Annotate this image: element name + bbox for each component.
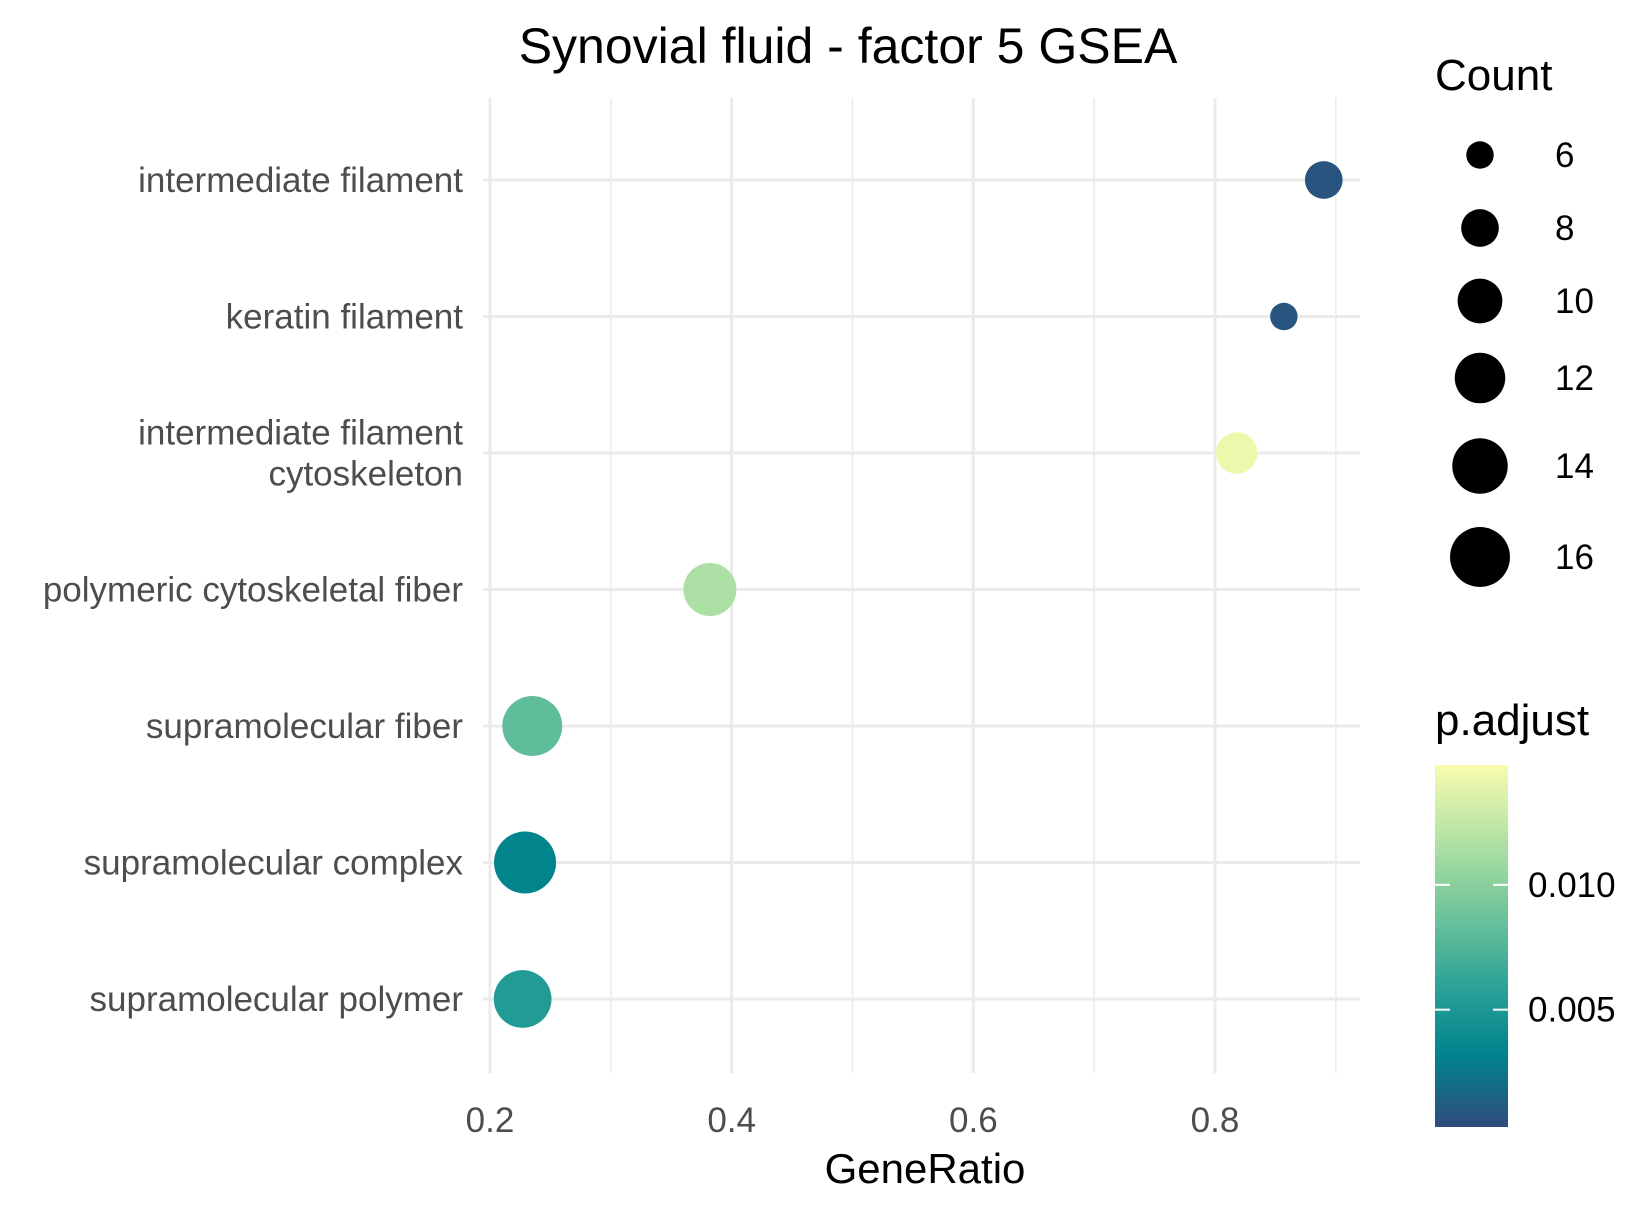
x-axis-tick-labels: 0.2 0.4 0.6 0.8 [466, 1101, 1240, 1140]
y-tick-label: polymeric cytoskeletal fiber [43, 571, 463, 610]
count-legend-label: 8 [1555, 209, 1574, 248]
count-legend-key [1461, 209, 1499, 247]
chart-title: Synovial fluid - factor 5 GSEA [519, 18, 1178, 74]
count-legend-key [1454, 352, 1506, 404]
padj-legend: p.adjust 0.005 0.010 [1435, 696, 1616, 1127]
count-legend-key [1450, 527, 1510, 587]
y-tick-label: keratin filament [226, 298, 464, 337]
minor-gridlines [610, 98, 1337, 1073]
major-gridlines [483, 98, 1360, 1073]
count-legend-label: 10 [1555, 282, 1594, 321]
y-tick-label: supramolecular complex [84, 844, 464, 883]
count-legend-label: 14 [1555, 447, 1594, 486]
y-tick-label: intermediate filament [138, 161, 463, 200]
y-tick-label: cytoskeleton [268, 455, 463, 494]
count-legend-key [1466, 141, 1494, 169]
count-legend-label: 16 [1555, 538, 1594, 577]
data-point [494, 831, 557, 894]
count-legend-key [1452, 438, 1508, 494]
data-point [1216, 432, 1258, 474]
y-axis-labels: intermediate filament keratin filament int… [43, 161, 464, 1019]
y-tick-label: intermediate filament [138, 414, 463, 453]
data-point [1304, 161, 1343, 199]
x-tick-label: 0.4 [707, 1101, 756, 1140]
data-points [493, 161, 1343, 1028]
data-point [493, 970, 552, 1028]
x-tick-label: 0.8 [1191, 1101, 1240, 1140]
data-point [1270, 302, 1298, 331]
x-tick-label: 0.6 [949, 1101, 998, 1140]
padj-colorbar [1435, 765, 1508, 1127]
y-tick-label: supramolecular polymer [90, 980, 464, 1019]
x-axis-label: GeneRatio [825, 1145, 1026, 1192]
count-legend: Count 6 8 10 12 14 16 [1435, 51, 1594, 587]
x-tick-label: 0.2 [466, 1101, 515, 1140]
count-legend-items: 6 8 10 12 14 16 [1450, 136, 1594, 587]
data-point [683, 562, 737, 617]
count-legend-title: Count [1435, 51, 1552, 100]
count-legend-label: 12 [1555, 359, 1594, 398]
padj-legend-ticks: 0.005 0.010 [1435, 866, 1616, 1030]
count-legend-label: 6 [1555, 136, 1574, 175]
data-point [502, 696, 563, 756]
padj-legend-title: p.adjust [1435, 696, 1589, 745]
y-tick-label: supramolecular fiber [146, 707, 463, 746]
count-legend-key [1457, 278, 1503, 324]
padj-legend-label: 0.010 [1528, 866, 1616, 905]
padj-legend-label: 0.005 [1528, 991, 1616, 1030]
